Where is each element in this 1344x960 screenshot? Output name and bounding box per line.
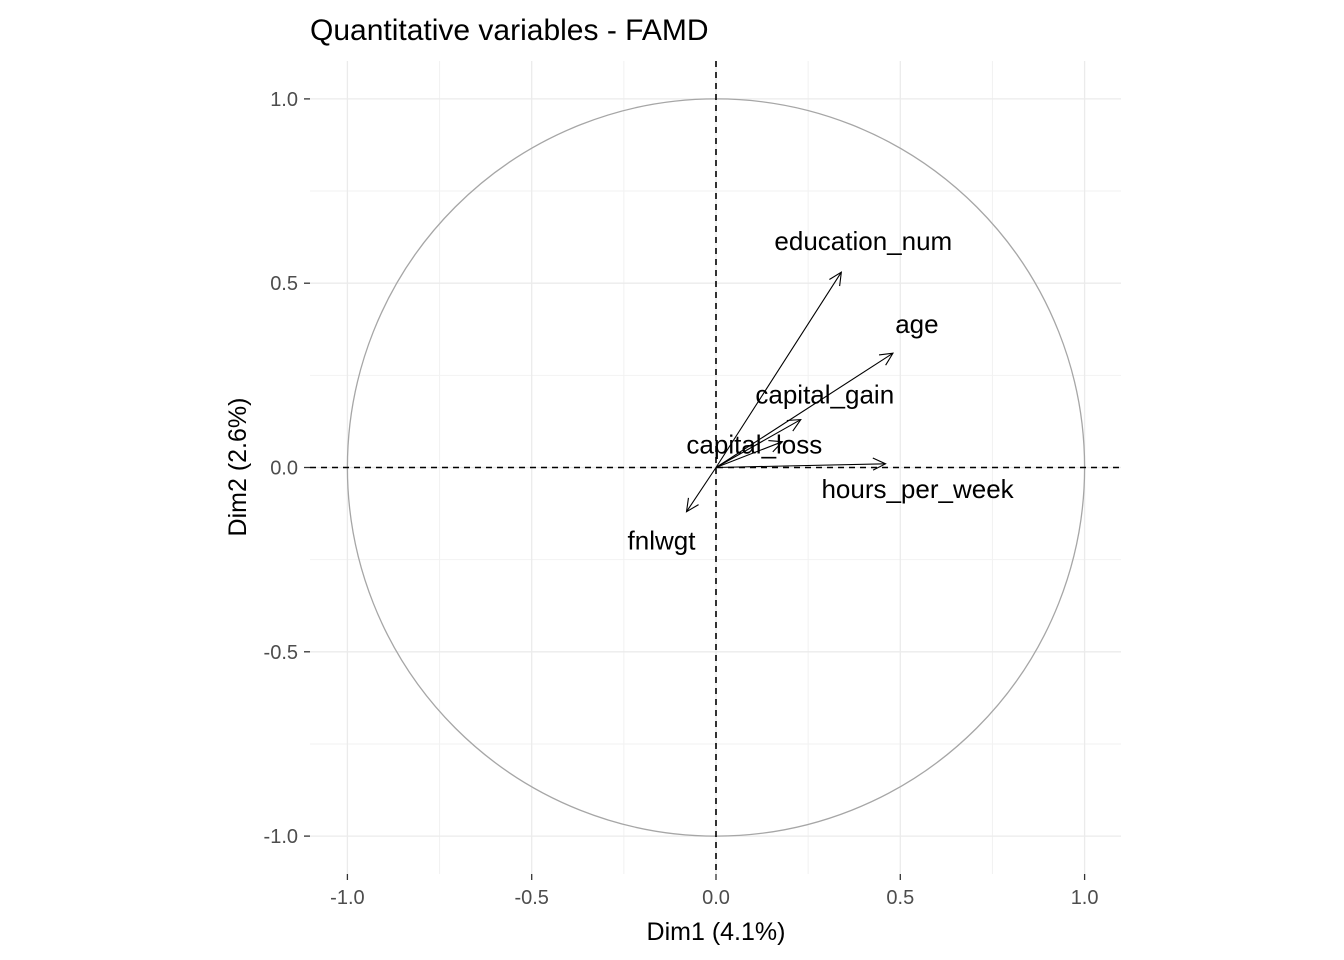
arrowhead-capital_gain bbox=[786, 418, 802, 432]
x-axis-title: Dim1 (4.1%) bbox=[647, 918, 786, 946]
zero-lines bbox=[310, 61, 1121, 874]
arrowhead-age bbox=[878, 352, 894, 366]
arrowhead-education_num bbox=[829, 271, 843, 287]
x-tick-label: -0.5 bbox=[514, 887, 548, 909]
arrow-capital_loss bbox=[715, 441, 783, 469]
y-tick-label: -1.0 bbox=[264, 826, 298, 848]
x-tick-label: 1.0 bbox=[1071, 887, 1099, 909]
x-tick-label: 0.5 bbox=[886, 887, 914, 909]
variable-arrows bbox=[685, 271, 894, 513]
y-axis-title: Dim2 (2.6%) bbox=[224, 398, 252, 537]
label-capital_loss: capital_loss bbox=[686, 430, 822, 460]
arrowhead-hours_per_week bbox=[872, 457, 887, 471]
arrow-age bbox=[715, 352, 894, 468]
label-fnlwgt: fnlwgt bbox=[628, 526, 697, 556]
chart-title: Quantitative variables - FAMD bbox=[310, 14, 708, 47]
label-age: age bbox=[895, 309, 938, 339]
y-tick-label: -0.5 bbox=[264, 642, 298, 664]
arrowhead-capital_loss bbox=[768, 440, 784, 453]
arrow-hours_per_week bbox=[715, 463, 886, 469]
y-tick-label: 1.0 bbox=[270, 89, 298, 111]
label-capital_gain: capital_gain bbox=[755, 380, 894, 410]
y-tick-label: 0.5 bbox=[270, 273, 298, 295]
arrow-fnlwgt bbox=[686, 467, 717, 513]
y-tick-label: 0.0 bbox=[270, 458, 298, 480]
x-tick-label: 0.0 bbox=[702, 887, 730, 909]
label-education_num: education_num bbox=[774, 226, 952, 256]
x-tick-label: -1.0 bbox=[330, 887, 364, 909]
axis-ticks: -1.0 -0.5 0.0 0.5 1.0 1.0 0.5 0.0 -0.5 -1.0 bbox=[264, 89, 1099, 909]
arrow-education_num bbox=[715, 271, 842, 468]
label-hours_per_week: hours_per_week bbox=[821, 474, 1014, 504]
arrowhead-fnlwgt bbox=[685, 497, 699, 513]
arrow-capital_gain bbox=[715, 419, 802, 468]
